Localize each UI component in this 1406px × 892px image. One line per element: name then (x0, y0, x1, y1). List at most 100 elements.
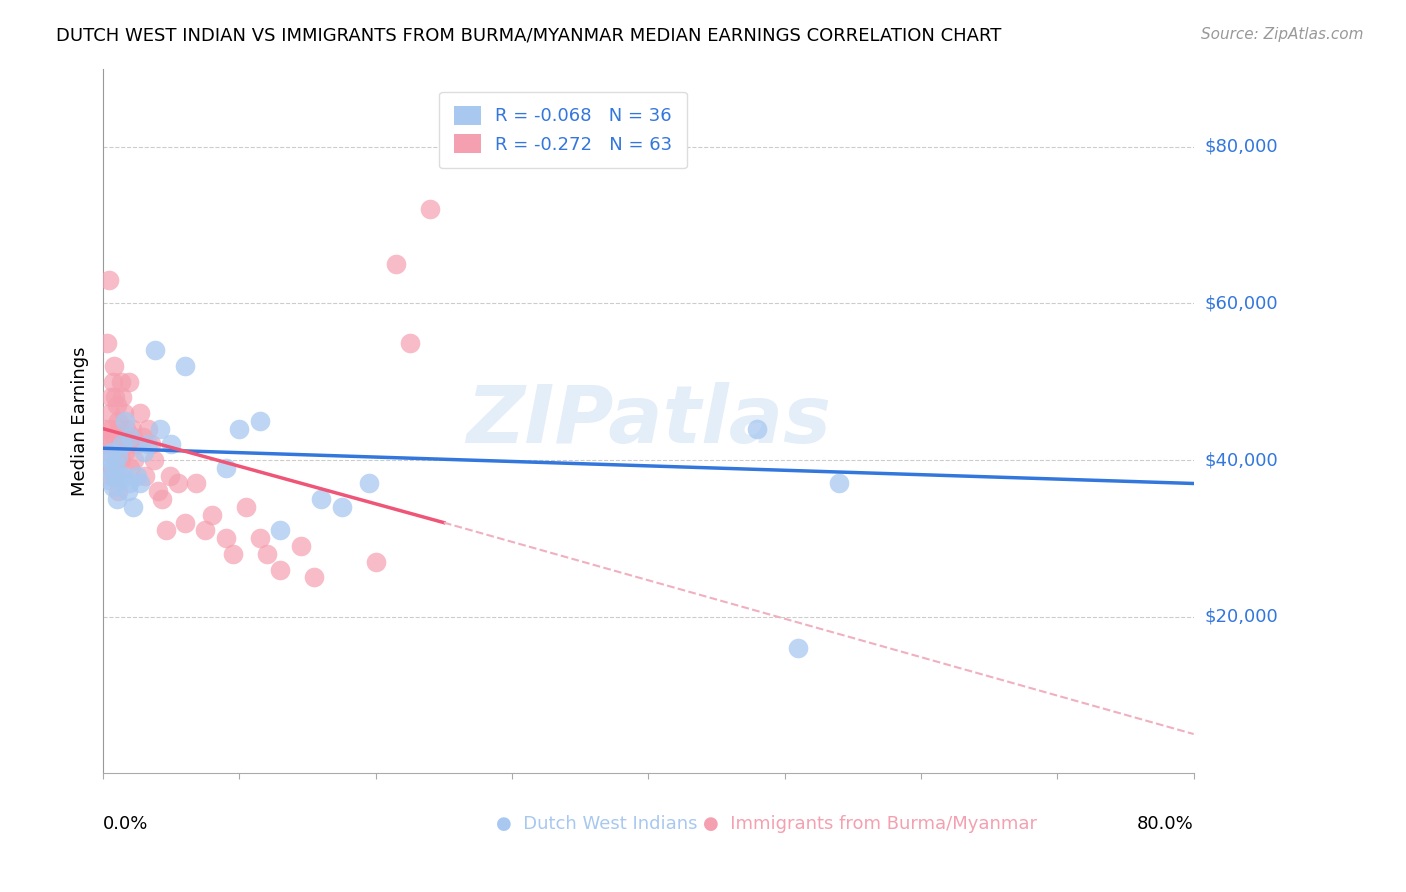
Point (184, 476, 207, 491)
Point (97, 445, 120, 459)
Text: 0.0%: 0.0% (103, 815, 149, 833)
Point (269, 563, 291, 577)
Point (97, 473, 120, 487)
Point (136, 437, 159, 451)
Point (122, 429, 145, 443)
Point (249, 414, 271, 428)
Point (828, 476, 851, 491)
Text: $60,000: $60,000 (1205, 294, 1278, 312)
Point (174, 516, 197, 530)
Point (105, 492, 128, 507)
Point (104, 468, 127, 483)
Point (114, 414, 136, 428)
Point (110, 468, 132, 483)
Point (98, 406, 121, 420)
Point (110, 453, 132, 467)
Point (134, 468, 156, 483)
Point (139, 437, 162, 451)
Point (97, 273, 120, 287)
Point (194, 524, 217, 538)
Point (256, 547, 278, 561)
Text: ●  Dutch West Indians: ● Dutch West Indians (496, 815, 697, 833)
Point (103, 468, 125, 483)
Point (143, 343, 166, 358)
Text: ●  Immigrants from Burma/Myanmar: ● Immigrants from Burma/Myanmar (703, 815, 1036, 833)
Point (112, 429, 135, 443)
Point (107, 449, 129, 463)
Point (201, 508, 224, 522)
Text: $40,000: $40,000 (1205, 451, 1278, 469)
Text: $20,000: $20,000 (1205, 607, 1278, 625)
Text: $80,000: $80,000 (1205, 138, 1278, 156)
Point (419, 202, 441, 217)
Point (100, 390, 122, 404)
Point (111, 437, 134, 451)
Point (108, 473, 131, 487)
Point (101, 460, 124, 475)
Point (132, 445, 155, 459)
Point (136, 422, 159, 436)
Point (117, 437, 139, 451)
Point (304, 570, 326, 584)
Point (101, 375, 124, 389)
Point (122, 500, 145, 514)
Point (108, 437, 131, 451)
Point (118, 375, 141, 389)
Point (124, 453, 146, 467)
Point (398, 335, 420, 350)
Point (104, 390, 127, 404)
Point (121, 422, 143, 436)
Point (174, 359, 197, 373)
Point (221, 547, 243, 561)
Point (129, 406, 152, 420)
Point (117, 484, 139, 499)
Point (149, 422, 172, 436)
Y-axis label: Median Earnings: Median Earnings (72, 346, 89, 496)
Point (94, 422, 117, 436)
Point (107, 414, 129, 428)
Point (96, 335, 118, 350)
Point (160, 437, 183, 451)
Point (105, 453, 128, 467)
Point (111, 390, 134, 404)
Point (114, 445, 136, 459)
Point (96, 460, 118, 475)
Point (96, 437, 118, 451)
Point (215, 531, 238, 545)
Legend: R = -0.068   N = 36, R = -0.272   N = 63: R = -0.068 N = 36, R = -0.272 N = 63 (439, 92, 688, 169)
Point (159, 468, 181, 483)
Point (364, 555, 387, 569)
Point (93, 429, 115, 443)
Point (105, 398, 128, 412)
Point (108, 422, 131, 436)
Point (104, 457, 127, 471)
Point (98, 453, 121, 467)
Point (107, 484, 129, 499)
Point (120, 429, 142, 443)
Point (112, 406, 135, 420)
Point (787, 640, 810, 655)
Point (100, 445, 122, 459)
Point (235, 500, 257, 514)
Point (112, 468, 135, 483)
Point (110, 375, 132, 389)
Point (249, 531, 271, 545)
Point (155, 524, 177, 538)
Point (330, 500, 353, 514)
Point (167, 476, 190, 491)
Point (120, 460, 142, 475)
Point (98, 468, 121, 483)
Point (127, 437, 149, 451)
Point (290, 539, 312, 553)
Point (131, 429, 153, 443)
Point (100, 422, 122, 436)
Text: ZIPatlas: ZIPatlas (465, 382, 831, 460)
Point (309, 492, 332, 507)
Point (115, 422, 138, 436)
Point (101, 480, 124, 494)
Point (357, 476, 380, 491)
Point (269, 524, 291, 538)
Point (129, 476, 152, 491)
Point (127, 468, 149, 483)
Point (150, 492, 173, 507)
